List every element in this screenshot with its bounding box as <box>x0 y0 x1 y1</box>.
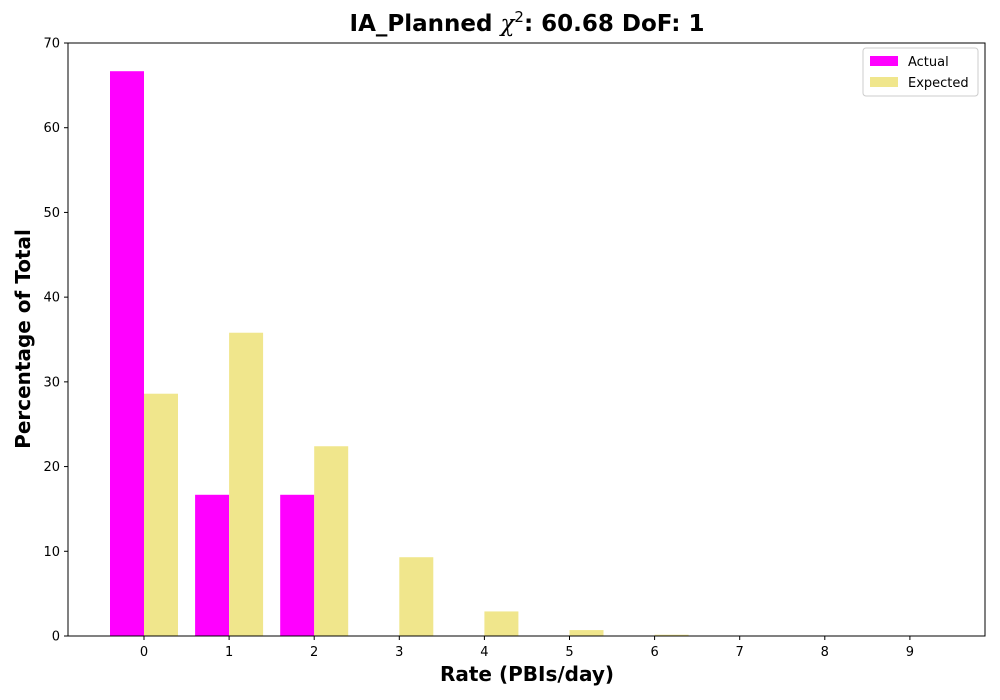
chart-title-suffix: : 60.68 DoF: 1 <box>524 11 705 37</box>
bar-expected-4 <box>484 611 519 636</box>
x-tick-label: 6 <box>650 645 658 660</box>
chart-title: IA_Planned χ2: 60.68 DoF: 1 <box>350 8 705 37</box>
legend-swatch-expected <box>870 77 898 87</box>
y-tick-label: 20 <box>43 460 60 475</box>
bar-actual-2 <box>280 494 315 636</box>
chart-title-symbol: χ <box>498 11 516 37</box>
x-tick-label: 9 <box>906 645 914 660</box>
x-tick-label: 2 <box>310 645 318 660</box>
y-tick-label: 40 <box>43 291 60 306</box>
x-tick-label: 4 <box>480 645 488 660</box>
y-tick-label: 30 <box>43 375 60 390</box>
y-tick-label: 70 <box>43 37 60 52</box>
chart-title-prefix: IA_Planned <box>350 11 501 37</box>
x-tick-label: 8 <box>821 645 829 660</box>
x-tick-label: 3 <box>395 645 403 660</box>
bar-actual-0 <box>110 71 144 637</box>
bar-expected-0 <box>144 393 178 636</box>
plot-frame <box>67 42 986 637</box>
bar-expected-6 <box>654 634 689 636</box>
y-tick-label: 60 <box>43 121 60 136</box>
legend: Actual Expected <box>862 47 979 97</box>
y-tick-label: 0 <box>52 630 60 645</box>
x-tick-label: 7 <box>736 645 744 660</box>
x-tick-label: 0 <box>140 645 148 660</box>
bar-expected-3 <box>399 557 434 636</box>
bars-layer <box>110 71 944 637</box>
legend-swatch-actual <box>870 56 898 66</box>
legend-label-actual: Actual <box>908 55 949 70</box>
y-tick-label: 10 <box>43 545 60 560</box>
legend-label-expected: Expected <box>908 76 969 91</box>
x-axis-label: Rate (PBIs/day) <box>440 662 614 686</box>
bar-expected-1 <box>229 332 264 636</box>
x-tick-label: 5 <box>565 645 573 660</box>
axes-layer: 0 1 2 3 4 5 6 7 8 9 0 10 20 30 40 50 60 70 <box>43 37 986 660</box>
y-tick-label: 50 <box>43 206 60 221</box>
bar-actual-1 <box>195 494 230 636</box>
y-axis-label: Percentage of Total <box>11 229 35 449</box>
chart-title-superscript: 2 <box>514 8 524 26</box>
bar-expected-5 <box>569 630 604 636</box>
x-tick-label: 1 <box>225 645 233 660</box>
bar-expected-2 <box>314 446 349 636</box>
